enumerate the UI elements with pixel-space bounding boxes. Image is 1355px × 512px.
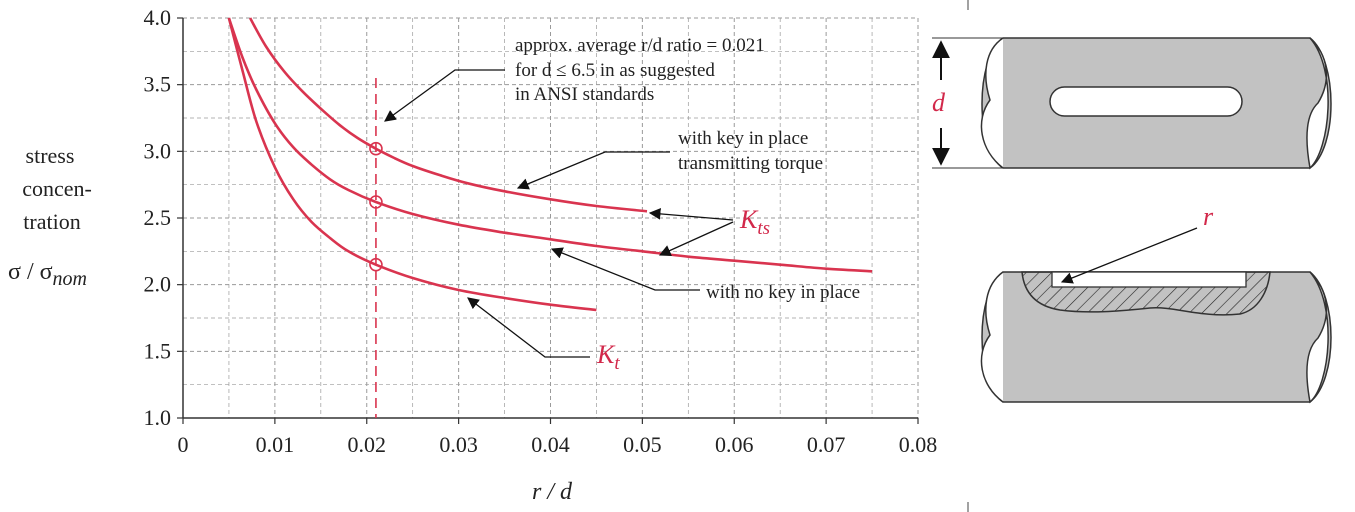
annotation-no-key-text: with no key in place [706,282,860,303]
x-tick-label: 0.07 [807,432,846,457]
shaft-section-left-end [980,271,1004,403]
y-tick-label: 2.0 [144,272,172,297]
y-tick-label: 1.5 [144,338,172,363]
chart-markers [369,141,383,272]
x-tick-label: 0.05 [623,432,662,457]
d-dimension-label: d [932,88,946,117]
y-axis-label-line-1: stress [26,143,75,168]
kt-label: Kt [596,340,620,374]
y-axis-label-line-2: concen- [22,176,92,201]
annotation-key-torque-arrow [516,151,670,190]
annotation-no-key: with no key in place [550,247,860,303]
y-tick-label: 3.0 [144,138,172,163]
chart-series [227,17,873,312]
y-axis-label: stress concen- tration σ / σnom [8,143,92,290]
r-fillet-label: r [1203,202,1214,231]
series-kts-with-key-torque [248,17,648,213]
shaft-front-left-end [980,37,1004,169]
annotation-key-torque-line-1: with key in place [678,128,808,149]
shaft-section-right-end [1306,271,1329,404]
y-tick-label: 1.0 [144,405,172,430]
kts-arrow-lower [658,221,734,256]
data-point-marker [369,141,383,156]
x-tick-label: 0.06 [715,432,754,457]
x-tick-label: 0.01 [256,432,295,457]
annotation-ratio-arrow [384,69,505,122]
kt-arrow [467,297,590,358]
x-axis-label: r / d [532,479,573,505]
annotation-kt: Kt [467,297,620,374]
chart: 1.01.52.02.53.03.54.0 0 0.01 0.02 0.03 0.04 0… [8,5,937,505]
y-axis-label-formula: σ / σnom [8,259,87,290]
series-kts-no-key [227,17,873,273]
annotation-ratio: approx. average r/d ratio = 0.021 for d … [384,35,765,122]
data-point-marker [369,257,383,272]
shaft-front-right-end [1306,37,1329,170]
x-tick-labels: 0 0.01 0.02 0.03 0.04 0.05 0.06 0.07 0.08 [178,418,938,457]
y-tick-label: 4.0 [144,5,172,30]
annotation-ratio-line-1: approx. average r/d ratio = 0.021 [515,35,765,56]
x-tick-label: 0.02 [348,432,387,457]
r-leader-arrow [1060,227,1198,284]
annotation-ratio-line-3: in ANSI standards [515,84,654,105]
chart-grid [183,17,919,418]
x-tick-label: 0.04 [531,432,570,457]
y-tick-label: 3.5 [144,72,172,97]
series-kt [227,17,597,312]
kts-label: Kts [739,205,770,239]
shaft-section-view: r [980,202,1332,404]
key-slot-section [1051,271,1247,288]
annotation-no-key-arrow [550,247,700,291]
y-tick-label: 2.5 [144,205,172,230]
annotation-ratio-line-2: for d ≤ 6.5 in as suggested [515,60,715,81]
keyway-slot [1049,86,1243,117]
x-tick-label: 0.08 [899,432,938,457]
kts-arrow-upper [648,208,734,221]
x-tick-label: 0.03 [439,432,478,457]
y-axis-label-line-3: tration [23,209,80,234]
annotation-key-torque-line-2: transmitting torque [678,153,823,174]
data-point-marker [369,195,383,209]
x-tick-label: 0 [178,432,189,457]
annotation-kts: Kts [648,205,770,256]
shaft-front-view: d [932,37,1332,170]
annotation-key-torque: with key in place transmitting torque [516,128,823,190]
y-tick-labels: 1.0 1.5 2.0 2.5 3.0 3.5 4.0 [144,5,183,430]
